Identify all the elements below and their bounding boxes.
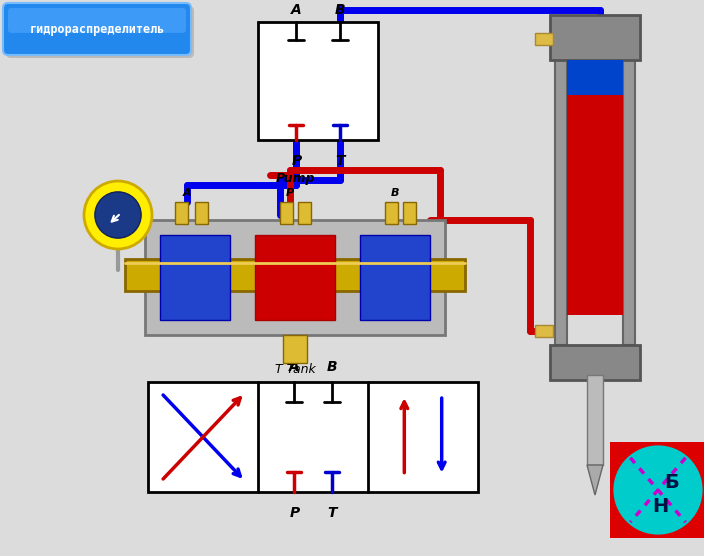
Bar: [567, 60, 623, 95]
Bar: [298, 202, 311, 224]
Circle shape: [95, 192, 141, 238]
Bar: [403, 202, 416, 224]
Text: B: B: [391, 188, 399, 198]
FancyBboxPatch shape: [6, 6, 194, 58]
Text: B: B: [327, 360, 337, 374]
Bar: [587, 375, 603, 465]
Text: P: P: [291, 154, 301, 168]
Bar: [255, 235, 335, 320]
Text: гидрораспределитель: гидрораспределитель: [30, 22, 165, 36]
Bar: [555, 60, 567, 345]
Text: T: T: [335, 154, 344, 168]
Circle shape: [612, 444, 704, 536]
Bar: [360, 235, 430, 320]
Text: Н: Н: [652, 497, 668, 515]
Text: P: P: [286, 188, 294, 198]
Bar: [148, 382, 478, 492]
Bar: [385, 202, 398, 224]
Bar: [258, 22, 378, 140]
Bar: [550, 345, 640, 380]
Text: A: A: [291, 3, 302, 17]
Text: A: A: [289, 360, 300, 374]
FancyBboxPatch shape: [8, 8, 186, 33]
Bar: [567, 60, 623, 315]
Circle shape: [84, 181, 152, 249]
Polygon shape: [587, 465, 603, 495]
Bar: [280, 202, 293, 224]
Text: T Tank: T Tank: [275, 363, 315, 376]
Bar: [160, 235, 230, 320]
Bar: [125, 259, 465, 291]
Bar: [195, 202, 208, 224]
Bar: [145, 220, 445, 335]
Bar: [535, 33, 553, 45]
Bar: [535, 325, 553, 337]
Text: T: T: [327, 506, 337, 520]
Bar: [175, 202, 188, 224]
Bar: [610, 442, 704, 538]
Text: A: A: [182, 188, 191, 198]
Bar: [623, 60, 635, 345]
Text: B: B: [334, 3, 345, 17]
Text: Pump: Pump: [275, 172, 315, 185]
Text: P: P: [289, 506, 299, 520]
Bar: [550, 15, 640, 60]
FancyBboxPatch shape: [3, 3, 191, 55]
Bar: [283, 335, 307, 363]
Text: Б: Б: [665, 473, 679, 492]
